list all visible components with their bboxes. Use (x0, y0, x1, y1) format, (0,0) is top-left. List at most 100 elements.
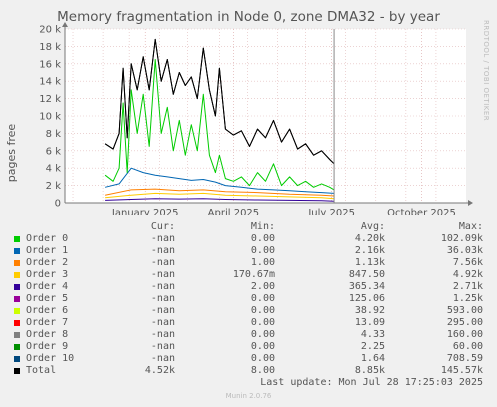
legend-swatch (14, 284, 20, 290)
legend-name: Order 5 (26, 293, 69, 304)
y-tick-label: 10 k (39, 112, 61, 123)
legend-max: 160.00 (446, 329, 483, 340)
legend-row: Order 7 -nan 0.00 13.09 295.00 (0, 317, 497, 329)
rrdtool-watermark: RRDTOOL / TOBI OETIKER (482, 20, 490, 122)
y-tick-label: 14 k (39, 77, 61, 88)
legend-name: Order 10 (26, 353, 75, 364)
y-tick-label: 16 k (39, 59, 61, 70)
legend-avg: 8.85k (354, 365, 385, 376)
legend-header-cur: Cur: (150, 221, 175, 232)
y-tick-label: 4 k (46, 164, 62, 175)
x-tick-label: January 2025 (111, 208, 179, 215)
chart-canvas: 0 2 k 4 k 6 k 8 k 10 k 12 k 14 k 16 k 18 k 20 k Jan… (39, 22, 473, 215)
legend-header-avg: Avg: (360, 221, 385, 232)
legend-swatch (14, 308, 20, 314)
legend-cur: -nan (150, 293, 175, 304)
legend-max: 60.00 (452, 341, 483, 352)
legend-row: Order 1 -nan 0.00 2.16k 36.03k (0, 245, 497, 257)
legend-min: 0.00 (250, 329, 275, 340)
legend-header-min: Min: (250, 221, 275, 232)
y-tick-label: 2 k (46, 181, 62, 192)
legend-row: Total 4.52k 8.00 8.85k 145.57k (0, 365, 497, 377)
legend-name: Order 0 (26, 233, 69, 244)
y-tick-label: 20 k (39, 25, 61, 36)
legend-avg: 847.50 (348, 269, 385, 280)
legend-min: 0.00 (250, 341, 275, 352)
x-axis-arrow (468, 200, 473, 206)
legend-row: Order 5 -nan 0.00 125.06 1.25k (0, 293, 497, 305)
legend-swatch (14, 296, 20, 302)
legend-avg: 2.16k (354, 245, 385, 256)
series-line (105, 188, 335, 197)
legend-cur: -nan (150, 269, 175, 280)
legend-max: 4.92k (452, 269, 483, 280)
legend-cur: -nan (150, 305, 175, 316)
legend-min: 0.00 (250, 293, 275, 304)
legend-row: Order 9 -nan 0.00 2.25 60.00 (0, 341, 497, 353)
y-axis-arrow (62, 22, 68, 27)
x-tick-label: October 2025 (387, 208, 456, 215)
legend-name: Order 8 (26, 329, 69, 340)
legend-row: Order 10 -nan 0.00 1.64 708.59 (0, 353, 497, 365)
legend-swatch (14, 332, 20, 338)
legend-max: 708.59 (446, 353, 483, 364)
legend-cur: -nan (150, 317, 175, 328)
x-tick-label: April 2025 (208, 208, 259, 215)
legend-max: 102.09k (440, 233, 483, 244)
legend-min: 2.00 (250, 281, 275, 292)
legend-name: Order 3 (26, 269, 69, 280)
series-line-total (104, 38, 335, 165)
legend-cur: -nan (150, 257, 175, 268)
legend-avg: 2.25 (360, 341, 385, 352)
series-line (105, 192, 335, 200)
legend-header-max: Max: (458, 221, 483, 232)
last-update: Last update: Mon Jul 28 17:25:03 2025 (260, 377, 483, 388)
legend-name: Total (26, 365, 57, 376)
legend-min: 1.00 (250, 257, 275, 268)
legend-row: Order 6 -nan 0.00 38.92 593.00 (0, 305, 497, 317)
legend-avg: 4.20k (354, 233, 385, 244)
legend-max: 145.57k (440, 365, 483, 376)
series-line (104, 167, 335, 194)
legend-min: 8.00 (250, 365, 275, 376)
legend-swatch (14, 344, 20, 350)
legend-rows: Order 0 -nan 0.00 4.20k 102.09k Order 1 -nan 0.… (0, 233, 497, 377)
legend-avg: 13.09 (354, 317, 385, 328)
y-tick-label: 8 k (46, 129, 62, 140)
legend-cur: -nan (150, 281, 175, 292)
legend-max: 36.03k (446, 245, 483, 256)
legend-avg: 1.64 (360, 353, 385, 364)
y-tick-label: 18 k (39, 42, 61, 53)
legend-min: 170.67m (232, 269, 275, 280)
legend-cur: -nan (150, 341, 175, 352)
legend-max: 7.56k (452, 257, 483, 268)
series-line (105, 198, 335, 202)
legend-cur: -nan (150, 329, 175, 340)
legend-avg: 4.33 (360, 329, 385, 340)
legend-row: Order 4 -nan 2.00 365.34 2.71k (0, 281, 497, 293)
legend-table: Cur: Min: Avg: Max: Order 0 -nan 0.00 4.20k… (0, 221, 497, 377)
legend-avg: 38.92 (354, 305, 385, 316)
legend-swatch (14, 368, 20, 374)
legend-min: 0.00 (250, 317, 275, 328)
legend-max: 1.25k (452, 293, 483, 304)
legend-row: Order 0 -nan 0.00 4.20k 102.09k (0, 233, 497, 245)
legend-cur: 4.52k (144, 365, 175, 376)
legend-max: 295.00 (446, 317, 483, 328)
legend-row: Order 3 -nan 170.67m 847.50 4.92k (0, 269, 497, 281)
legend-cur: -nan (150, 245, 175, 256)
legend-name: Order 6 (26, 305, 69, 316)
legend-avg: 365.34 (348, 281, 385, 292)
munin-version: Munin 2.0.76 (225, 392, 272, 400)
legend-name: Order 9 (26, 341, 69, 352)
legend-min: 0.00 (250, 245, 275, 256)
legend-swatch (14, 320, 20, 326)
x-tick-label: July 2025 (307, 208, 355, 215)
legend-cur: -nan (150, 233, 175, 244)
y-tick-label: 6 k (46, 146, 62, 157)
legend-name: Order 2 (26, 257, 69, 268)
legend-swatch (14, 236, 20, 242)
legend-swatch (14, 248, 20, 254)
series-line (104, 59, 335, 191)
legend-min: 0.00 (250, 305, 275, 316)
